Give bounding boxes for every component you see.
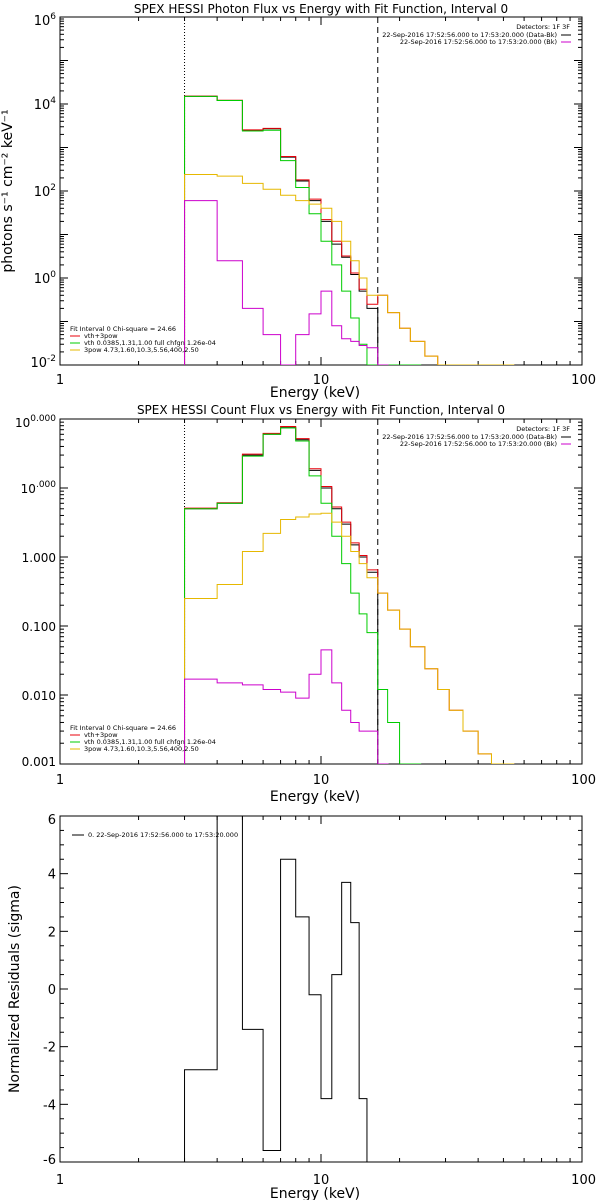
- y-tick-label: -4: [43, 1098, 56, 1113]
- series-line-1: [184, 95, 515, 365]
- x-tick-label: 100: [571, 773, 596, 788]
- fit-info: Fit Interval 0 Chi-square = 24.66: [70, 724, 176, 732]
- chart-title: SPEX HESSI Photon Flux vs Energy with Fi…: [134, 2, 508, 16]
- x-tick-label: 100: [571, 373, 596, 388]
- y-tick-label: -6: [43, 1153, 56, 1168]
- y-tick-label: -2: [43, 1041, 56, 1056]
- x-tick-label: 1: [56, 773, 64, 788]
- y-tick-label: 102: [34, 183, 56, 200]
- x-tick-label: 1: [56, 1173, 64, 1188]
- fit-legend-item: vth+3pow: [84, 332, 118, 340]
- y-tick-label: 1.000: [22, 551, 56, 565]
- detectors-label: Detectors: 1F 3F: [516, 425, 570, 433]
- series-line-4: [184, 649, 389, 764]
- series-group: [184, 95, 515, 365]
- fit-info: Fit Interval 0 Chi-square = 24.66: [70, 325, 176, 333]
- plot-frame: [59, 815, 583, 1163]
- x-axis-label: Energy (keV): [270, 1186, 360, 1200]
- chart-title: SPEX HESSI Count Flux vs Energy with Fit…: [137, 403, 505, 417]
- fit-legend-item: vth 0.0385,1.31,1.00 full chfgn 1.26e-04: [84, 339, 216, 347]
- y-tick-label: 4: [48, 868, 56, 883]
- x-tick-label: 10: [313, 373, 330, 388]
- x-tick-label: 10: [313, 773, 330, 788]
- y-tick-label: 2: [48, 925, 56, 940]
- y-tick-label: 100: [34, 270, 57, 287]
- detectors-label: Detectors: 1F 3F: [516, 23, 570, 31]
- fit-legend-item: 3pow 4.73,1.60,10.3,5.56,400,2.50: [84, 745, 199, 753]
- y-axis-label: photons s⁻¹ cm⁻² keV⁻¹: [0, 109, 16, 272]
- fit-legend-item: 3pow 4.73,1.60,10.3,5.56,400,2.50: [84, 346, 199, 354]
- series-line-2: [184, 95, 422, 365]
- series-line-1: [184, 425, 515, 764]
- series-line-0: [184, 816, 378, 1162]
- fit-legend-item: vth+3pow: [84, 731, 118, 739]
- y-tick-label: 106: [34, 12, 57, 29]
- x-tick-label: 100: [571, 1173, 596, 1188]
- series-line-0: [184, 95, 389, 365]
- series-line-3: [184, 173, 515, 365]
- time-label: 22-Sep-2016 17:52:56.000 to 17:53:20.000…: [382, 433, 557, 441]
- y-tick-label: 6: [48, 813, 56, 828]
- series-group: [184, 425, 515, 764]
- series-line-3: [184, 512, 515, 764]
- y-tick-label: 0.001: [22, 755, 56, 769]
- residual-legend: 0. 22-Sep-2016 17:52:56.000 to 17:53:20.…: [88, 831, 238, 839]
- y-tick-label: 0.100: [22, 620, 56, 634]
- series-line-0: [184, 427, 389, 764]
- panel-2: [59, 815, 583, 1163]
- y-tick-label: 10-2: [30, 354, 56, 371]
- series-group: [184, 816, 378, 1162]
- x-tick-label: 1: [56, 373, 64, 388]
- y-tick-label: 10.000: [21, 480, 57, 496]
- time-label: 22-Sep-2016 17:52:56.000 to 17:53:20.000…: [382, 31, 557, 39]
- fit-legend-item: vth 0.0385,1.31,1.00 full chfgn 1.26e-04: [84, 738, 216, 746]
- y-tick-label: 0: [48, 983, 56, 998]
- y-tick-label: 100.000: [15, 414, 56, 430]
- series-line-4: [184, 200, 389, 365]
- time-label: 22-Sep-2016 17:52:56.000 to 17:53:20.000…: [400, 38, 557, 46]
- x-axis-label: Energy (keV): [270, 385, 360, 401]
- x-axis-label: Energy (keV): [270, 789, 360, 805]
- x-tick-label: 10: [313, 1173, 330, 1188]
- panel-0: [59, 16, 583, 366]
- y-tick-label: 0.010: [22, 689, 56, 703]
- y-axis-label: Normalized Residuals (sigma): [7, 885, 23, 1093]
- y-tick-label: 104: [34, 96, 57, 113]
- time-label: 22-Sep-2016 17:52:56.000 to 17:53:20.000…: [400, 440, 557, 448]
- series-line-2: [184, 427, 422, 764]
